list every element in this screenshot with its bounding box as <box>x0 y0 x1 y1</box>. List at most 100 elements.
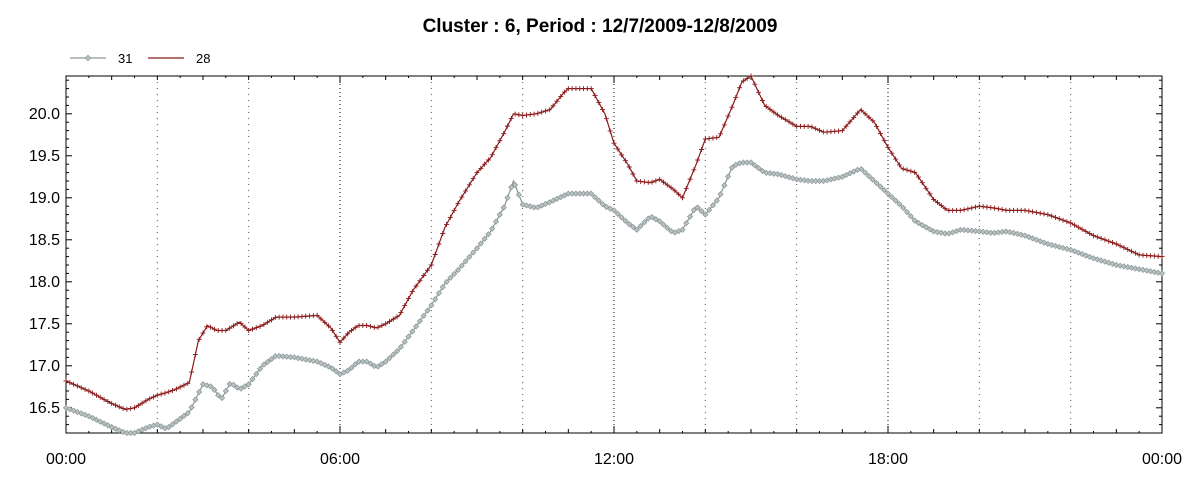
data-point <box>699 147 705 152</box>
data-point <box>1037 210 1043 216</box>
data-point <box>74 408 81 416</box>
data-point <box>801 177 808 184</box>
data-point <box>1147 268 1154 275</box>
data-point <box>192 352 198 358</box>
data-point <box>66 406 73 413</box>
data-point <box>747 159 755 166</box>
data-point <box>242 324 248 330</box>
data-point <box>283 353 290 360</box>
data-point <box>1026 208 1032 214</box>
data-point <box>348 364 355 371</box>
data-point <box>363 358 370 365</box>
plot-frame <box>65 75 1163 434</box>
data-point <box>903 208 911 216</box>
data-point <box>588 86 594 92</box>
data-point <box>687 213 694 220</box>
data-point <box>165 424 172 431</box>
data-point <box>988 205 994 211</box>
data-point <box>1060 217 1066 223</box>
data-point <box>504 194 511 201</box>
data-point <box>1025 233 1032 241</box>
data-point <box>230 381 237 388</box>
data-point <box>435 290 443 297</box>
data-point <box>744 75 750 81</box>
data-point <box>550 103 556 109</box>
data-point <box>1132 250 1138 256</box>
y-tick-label: 19.5 <box>29 148 60 165</box>
data-point <box>409 328 416 335</box>
data-point <box>291 354 298 361</box>
data-point <box>1110 240 1116 246</box>
data-point <box>1158 270 1166 277</box>
data-point <box>1091 233 1096 239</box>
y-tick-label: 18.0 <box>29 274 60 291</box>
data-point <box>116 404 122 410</box>
data-point <box>211 386 218 394</box>
data-point <box>379 323 385 329</box>
data-point <box>870 118 876 124</box>
data-point <box>668 185 674 191</box>
data-point <box>398 310 404 316</box>
data-point <box>622 217 629 224</box>
data-point <box>287 353 294 361</box>
data-point <box>260 361 267 368</box>
data-point <box>809 124 815 130</box>
data-point <box>177 415 184 422</box>
data-point <box>976 203 982 209</box>
data-point <box>265 319 271 325</box>
data-point <box>900 204 907 211</box>
chart-title: Cluster : 6, Period : 12/7/2009-12/8/200… <box>423 16 778 37</box>
data-point <box>813 126 819 132</box>
data-point <box>264 358 271 365</box>
data-point <box>904 167 910 173</box>
data-point <box>151 394 157 400</box>
data-point <box>664 182 670 188</box>
data-point <box>246 328 252 334</box>
data-point <box>428 302 435 309</box>
series-group <box>62 73 1166 437</box>
x-tick-label: 00:00 <box>1142 451 1182 468</box>
data-point <box>466 182 472 188</box>
data-point <box>1083 228 1089 234</box>
data-point <box>1030 209 1036 215</box>
data-point <box>166 389 172 395</box>
data-point <box>680 195 685 201</box>
data-point <box>89 414 96 422</box>
data-point <box>101 396 107 402</box>
data-point <box>112 402 118 408</box>
data-point <box>196 388 203 396</box>
data-point <box>603 116 609 122</box>
data-point <box>493 145 499 151</box>
data-point <box>93 392 99 398</box>
data-point <box>626 164 632 170</box>
data-point <box>714 135 720 141</box>
data-point <box>866 114 872 120</box>
data-point <box>603 203 610 210</box>
data-point <box>923 185 929 191</box>
series-line-28 <box>65 75 1163 411</box>
data-point <box>177 384 183 390</box>
data-point <box>793 176 800 183</box>
data-point <box>139 400 145 406</box>
data-point <box>900 166 906 172</box>
axes: 00:00 06:00 12:00 18:00 00:00 16.5 17.0 17.5 18.… <box>29 76 1182 468</box>
data-point <box>196 336 202 342</box>
data-point <box>980 228 987 235</box>
data-point <box>413 323 420 330</box>
data-point <box>600 107 606 113</box>
data-point <box>203 382 210 389</box>
data-point <box>374 363 382 370</box>
data-point <box>1064 219 1070 225</box>
data-point <box>1002 228 1010 235</box>
data-point <box>116 427 123 434</box>
data-point <box>770 170 777 177</box>
data-point <box>766 170 774 177</box>
data-point <box>1049 213 1055 219</box>
data-point <box>444 221 450 227</box>
data-point <box>1079 226 1085 232</box>
data-point <box>470 176 476 182</box>
data-point <box>1033 210 1039 215</box>
data-point <box>858 107 864 113</box>
data-point <box>1048 241 1055 249</box>
data-point <box>455 200 461 206</box>
